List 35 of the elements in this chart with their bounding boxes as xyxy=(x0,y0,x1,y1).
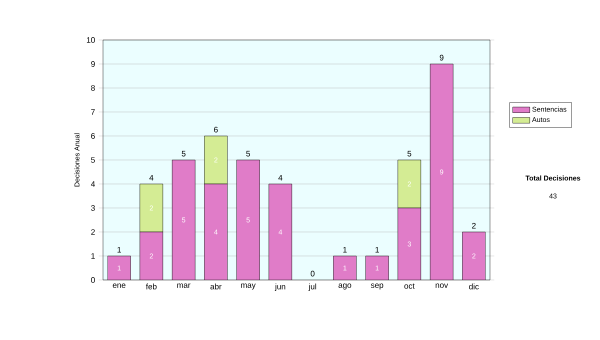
total-label: 4 xyxy=(278,174,282,180)
total-label: 2 xyxy=(472,222,476,228)
y-tick-label: 3 xyxy=(91,205,95,211)
total-label: 6 xyxy=(214,126,218,132)
total-label: 5 xyxy=(407,150,412,156)
x-tick-label: oct xyxy=(404,284,415,289)
total-label: 1 xyxy=(343,246,347,252)
x-tick-label: sep xyxy=(370,284,384,290)
total-label: 1 xyxy=(376,246,379,252)
x-tick-label: abr xyxy=(210,284,222,290)
y-tick-label: 1 xyxy=(91,253,95,259)
x-tick-label: may xyxy=(241,284,256,290)
y-tick-label: 9 xyxy=(91,61,95,67)
total-label: 4 xyxy=(149,174,154,180)
total-label: 5 xyxy=(182,150,186,156)
y-tick-label: 0 xyxy=(91,277,95,283)
y-tick-label: 5 xyxy=(91,157,95,163)
total-label: 0 xyxy=(310,270,315,276)
x-tick-label: nov xyxy=(436,284,448,288)
x-tick-label: mar xyxy=(177,284,190,288)
x-tick-label: dic xyxy=(469,284,479,290)
x-tick-label: jun xyxy=(274,284,286,291)
x-tick-label: ene xyxy=(112,284,126,288)
y-tick-label: 10 xyxy=(86,37,95,43)
total-label: 5 xyxy=(246,150,250,156)
y-tick-label: 2 xyxy=(91,229,95,235)
y-tick-label: 8 xyxy=(91,85,95,91)
y-tick-label: 4 xyxy=(90,181,95,187)
x-tick-label: feb xyxy=(146,284,157,290)
y-tick-label: 6 xyxy=(91,133,95,139)
x-tick-label: jul xyxy=(308,284,316,291)
y-tick-label: 7 xyxy=(91,109,95,115)
x-tick-label: ago xyxy=(338,284,352,290)
total-label: 1 xyxy=(118,246,121,252)
total-label: 9 xyxy=(440,54,444,60)
